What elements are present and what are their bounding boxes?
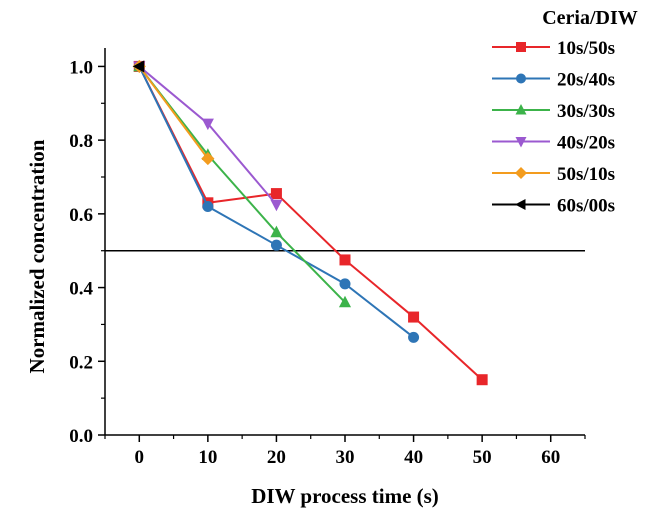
axes: 0 10 20 30 40 50 60 0.0 0.2 0.4 0.6 0.8 1.0: [69, 48, 586, 468]
x-tick-label: 30: [336, 447, 355, 468]
data-point: [515, 199, 526, 210]
legend-label: 40s/20s: [557, 133, 615, 154]
data-point: [202, 200, 214, 212]
data-point: [515, 137, 527, 148]
legend-label: 10s/50s: [557, 38, 615, 59]
x-tick-label: 50: [473, 447, 492, 468]
y-tick-label: 0.6: [69, 205, 93, 226]
series-line: [138, 65, 483, 381]
data-point: [515, 104, 527, 115]
legend-item: 50s/10s: [492, 164, 615, 185]
x-tick-label: 20: [267, 447, 286, 468]
data-point: [270, 199, 283, 212]
data-point: [270, 239, 282, 251]
series-30s-30s: [133, 59, 352, 308]
data-point: [408, 311, 420, 323]
data-point: [516, 73, 526, 84]
y-tick-label: 0.0: [69, 426, 93, 447]
x-tick-label: 40: [404, 447, 423, 468]
legend-item: 10s/50s: [492, 38, 615, 59]
series-line: [138, 65, 346, 304]
data-point: [339, 278, 351, 290]
series-40s-20s: [133, 61, 283, 212]
legend: 10s/50s 20s/40s 30s/30s 40s/20s 50s/10s 60s/0…: [492, 38, 615, 217]
series-60s-00s: [132, 60, 145, 73]
data-point: [408, 331, 420, 343]
data-point: [201, 151, 215, 166]
data-point: [201, 118, 214, 131]
y-tick-label: 0.2: [69, 352, 93, 373]
series-50s-10s: [132, 59, 215, 166]
legend-item: 40s/20s: [492, 133, 615, 154]
legend-label: 30s/30s: [557, 101, 615, 122]
legend-item: 60s/00s: [492, 196, 615, 217]
x-axis-title: DIW process time (s): [251, 484, 439, 508]
x-tick-label: 60: [541, 447, 560, 468]
series-line: [138, 65, 209, 160]
data-point: [270, 188, 282, 200]
y-tick-label: 1.0: [69, 57, 93, 78]
legend-title: Ceria/DIW: [542, 7, 638, 29]
data-point: [270, 225, 283, 238]
legend-item: 30s/30s: [492, 101, 615, 122]
legend-item: 20s/40s: [492, 70, 615, 91]
y-tick-label: 0.8: [69, 131, 93, 152]
y-tick-label: 0.4: [69, 279, 93, 300]
legend-label: 20s/40s: [557, 70, 615, 91]
series-line: [138, 65, 278, 206]
data-point: [132, 60, 145, 73]
x-tick-label: 0: [135, 447, 145, 468]
data-point: [339, 254, 351, 266]
legend-label: 60s/00s: [557, 196, 615, 217]
series-group: [132, 59, 488, 386]
data-point: [516, 42, 526, 52]
data-point: [338, 295, 352, 308]
x-tick-label: 10: [198, 447, 217, 468]
data-point: [515, 167, 527, 179]
series-10s-50s: [133, 60, 488, 386]
legend-label: 50s/10s: [557, 164, 615, 185]
y-axis-title: Normalized concentration: [25, 139, 49, 373]
data-point: [476, 374, 488, 386]
